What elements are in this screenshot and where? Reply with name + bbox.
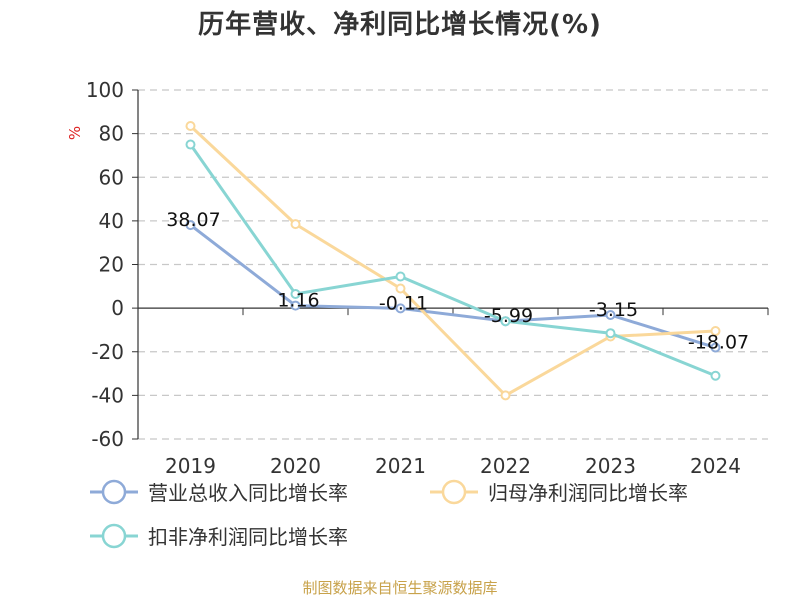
y-tick-label: 100 [86,78,124,102]
data-label: 1.16 [277,290,319,312]
data-point [395,303,406,314]
y-tick-label: 40 [99,209,124,233]
x-tick-label: 2022 [480,454,531,478]
y-axis-unit-label: % [66,126,84,140]
data-label: -5.99 [484,305,533,327]
y-tick-label: 60 [99,165,124,189]
data-label: -3.15 [589,299,638,321]
data-point [500,390,511,401]
legend-marker [101,479,127,505]
x-tick-label: 2020 [270,454,321,478]
x-tick-label: 2024 [690,454,741,478]
data-point [395,283,406,294]
x-tick-label: 2019 [165,454,216,478]
data-point [185,120,196,131]
y-tick-label: -20 [91,340,124,364]
data-point [185,220,196,231]
data-point [290,300,301,311]
data-point [710,370,721,381]
data-label: -0.11 [379,292,428,314]
data-point [605,328,616,339]
source-note: 制图数据来自恒生聚源数据库 [302,579,498,597]
data-point [710,342,721,353]
legend-marker [101,523,127,549]
data-point [500,316,511,327]
legend-item[interactable]: 归母净利润同比增长率 [430,479,688,505]
y-tick-label: -60 [91,427,124,451]
legend-item[interactable]: 扣非净利润同比增长率 [90,523,348,549]
x-tick-label: 2023 [585,454,636,478]
legend-label: 扣非净利润同比增长率 [148,525,348,549]
data-point [185,139,196,150]
legend-label: 营业总收入同比增长率 [148,481,348,505]
data-point [290,288,301,299]
legend-marker [441,479,467,505]
series-lines [185,120,721,401]
x-tick-label: 2021 [375,454,426,478]
data-point [395,271,406,282]
series-line [189,124,716,397]
y-tick-label: 80 [99,122,124,146]
y-tick-label: 20 [99,253,124,277]
legend-item[interactable]: 营业总收入同比增长率 [90,479,348,505]
chart-title: 历年营收、净利同比增长情况(%) [198,10,602,40]
data-labels: 38.07 1.16 -0.11 -5.99 -3.15 -18.07 [166,209,749,353]
legend-label: 归母净利润同比增长率 [488,481,688,505]
series-line [189,223,716,349]
data-point [605,309,616,320]
series-line [189,143,717,378]
data-point [710,326,721,337]
data-label: -18.07 [688,332,749,354]
axes: 100 80 60 40 20 0 -20 -40 -60 2019 2020 2021 2022 202… [86,78,769,478]
gridlines [138,89,768,440]
data-label: 38.07 [166,209,220,231]
y-tick-label: -40 [91,383,124,407]
data-point [290,219,301,230]
y-tick-label: 0 [111,296,124,320]
